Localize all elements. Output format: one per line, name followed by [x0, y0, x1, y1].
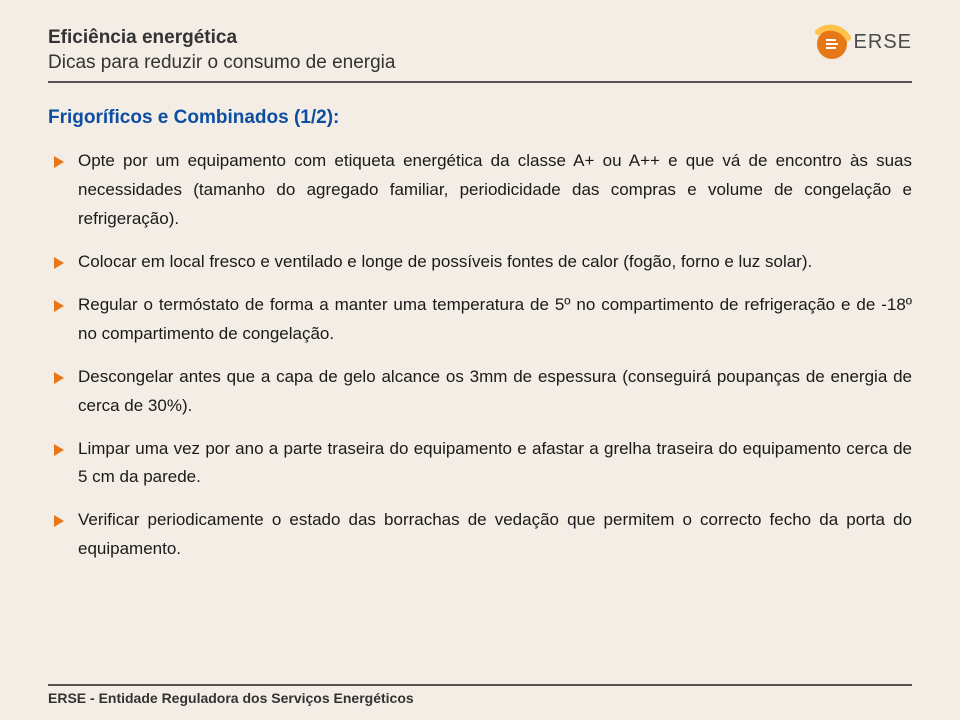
- footer-rule: [48, 684, 912, 686]
- header-title: Eficiência energética: [48, 26, 395, 51]
- header-rule: [48, 81, 912, 83]
- bullet-item: Limpar uma vez por ano a parte traseira …: [48, 435, 912, 493]
- header-left: Eficiência energética Dicas para reduzir…: [48, 22, 395, 75]
- bullet-item: Colocar em local fresco e ventilado e lo…: [48, 248, 912, 277]
- bullet-item: Opte por um equipamento com etiqueta ene…: [48, 147, 912, 234]
- bullet-item: Regular o termóstato de forma a manter u…: [48, 291, 912, 349]
- page: Eficiência energética Dicas para reduzir…: [0, 0, 960, 720]
- bullet-list: Opte por um equipamento com etiqueta ene…: [48, 147, 912, 564]
- content-title: Frigoríficos e Combinados (1/2):: [48, 107, 912, 129]
- bullet-item: Descongelar antes que a capa de gelo alc…: [48, 363, 912, 421]
- bullet-item: Verificar periodicamente o estado das bo…: [48, 506, 912, 564]
- erse-logo-icon: [808, 20, 852, 64]
- footer: ERSE - Entidade Reguladora dos Serviços …: [0, 684, 960, 706]
- erse-logo-text: ERSE: [854, 31, 912, 54]
- header: Eficiência energética Dicas para reduzir…: [48, 22, 912, 75]
- footer-text: ERSE - Entidade Reguladora dos Serviços …: [48, 690, 912, 706]
- erse-logo: ERSE: [808, 20, 912, 64]
- header-subtitle: Dicas para reduzir o consumo de energia: [48, 51, 395, 76]
